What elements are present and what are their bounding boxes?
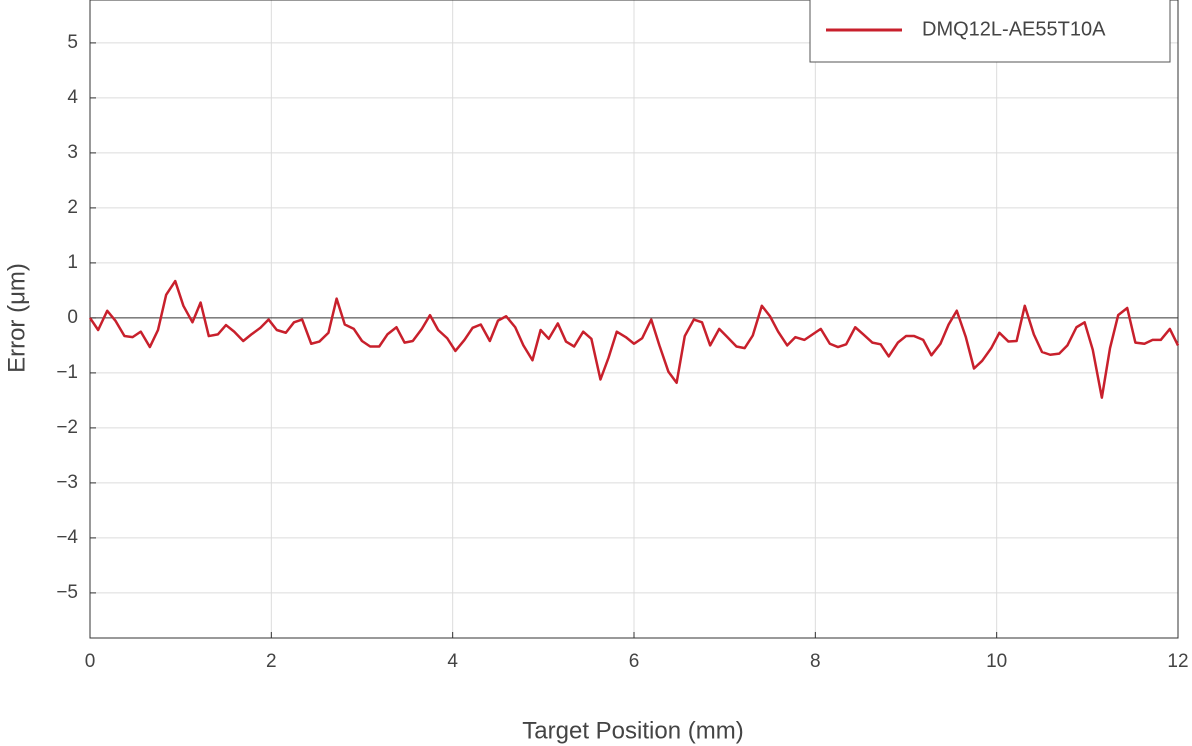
y-tick-label: 3: [67, 142, 78, 163]
legend-label: DMQ12L-AE55T10A: [922, 18, 1106, 40]
y-tick-label: −2: [56, 417, 78, 438]
y-tick-label: 1: [67, 252, 78, 273]
x-tick-label: 2: [266, 651, 277, 672]
y-tick-label: 4: [67, 87, 78, 108]
x-axis-label: Target Position (mm): [522, 717, 743, 744]
y-tick-label: 0: [67, 307, 78, 328]
x-tick-label: 0: [85, 651, 96, 672]
series-line: [88, 279, 1180, 399]
y-tick-label: −5: [56, 582, 78, 603]
x-tick-label: 8: [810, 651, 821, 672]
y-tick-label: −1: [56, 362, 78, 383]
y-tick-label: 5: [67, 32, 78, 53]
y-tick-label: −4: [56, 527, 78, 548]
x-tick-label: 12: [1167, 651, 1188, 672]
x-tick-label: 4: [447, 651, 458, 672]
y-tick-label: 2: [67, 197, 78, 218]
y-axis-label: Error (μm): [3, 263, 30, 373]
x-tick-label: 6: [629, 651, 640, 672]
y-tick-label: −3: [56, 472, 78, 493]
x-tick-label: 10: [986, 651, 1007, 672]
